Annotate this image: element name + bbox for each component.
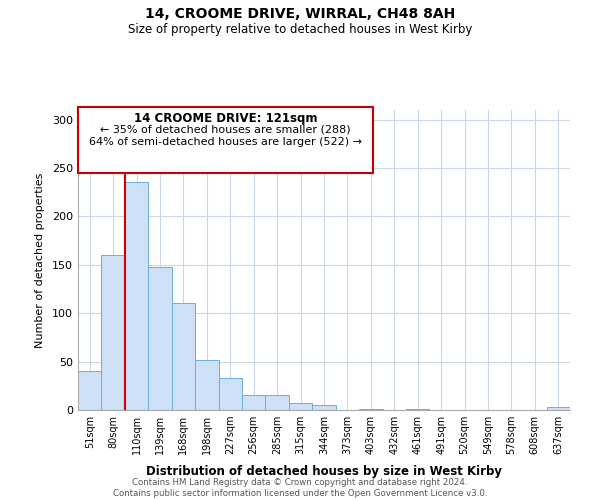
Bar	[547, 407, 570, 410]
Bar	[359, 409, 383, 410]
Bar	[78, 372, 101, 410]
Bar	[265, 396, 289, 410]
Text: Contains HM Land Registry data © Crown copyright and database right 2024.
Contai: Contains HM Land Registry data © Crown c…	[113, 478, 487, 498]
Bar	[289, 403, 312, 410]
Bar	[101, 255, 125, 410]
Y-axis label: Number of detached properties: Number of detached properties	[35, 172, 45, 348]
Text: ← 35% of detached houses are smaller (288): ← 35% of detached houses are smaller (28…	[100, 124, 351, 134]
Bar	[218, 378, 242, 410]
Bar	[148, 267, 172, 410]
Bar	[125, 182, 148, 410]
Bar	[312, 405, 336, 410]
Bar	[406, 409, 430, 410]
X-axis label: Distribution of detached houses by size in West Kirby: Distribution of detached houses by size …	[146, 466, 502, 478]
Text: 14 CROOME DRIVE: 121sqm: 14 CROOME DRIVE: 121sqm	[134, 112, 317, 125]
Text: 64% of semi-detached houses are larger (522) →: 64% of semi-detached houses are larger (…	[89, 137, 362, 147]
Bar	[172, 302, 195, 410]
Bar	[242, 394, 265, 410]
Text: 14, CROOME DRIVE, WIRRAL, CH48 8AH: 14, CROOME DRIVE, WIRRAL, CH48 8AH	[145, 8, 455, 22]
Bar	[195, 360, 218, 410]
Text: Size of property relative to detached houses in West Kirby: Size of property relative to detached ho…	[128, 22, 472, 36]
